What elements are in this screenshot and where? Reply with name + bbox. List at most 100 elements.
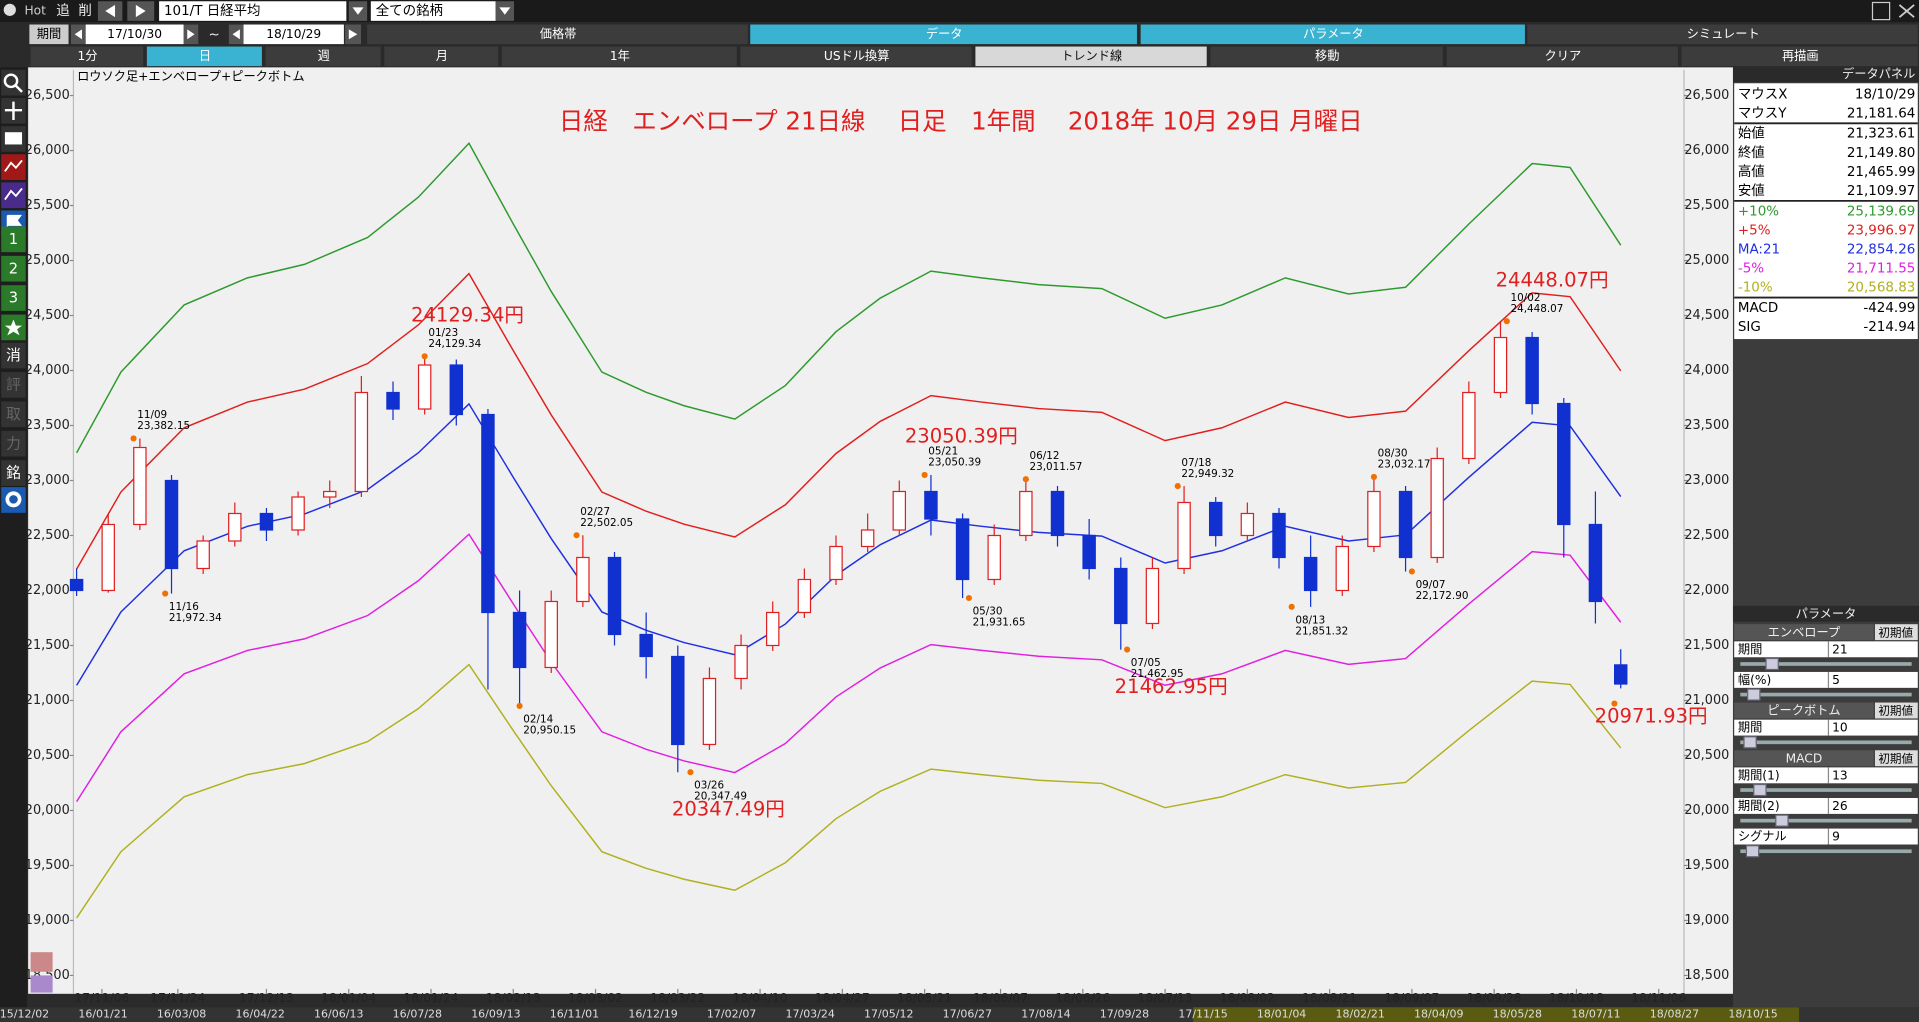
tool-button[interactable] (1, 255, 26, 282)
candle-body (544, 600, 558, 669)
tool-button[interactable] (1, 430, 26, 457)
candle-body (386, 391, 400, 410)
tool-button[interactable] (1, 154, 26, 180)
y-tick-label: 21,500 (1684, 638, 1729, 653)
param-value: 10 (1832, 721, 1848, 735)
plus-icon (4, 101, 23, 120)
data-value: 21,149.80 (1847, 146, 1915, 161)
param-value: 26 (1832, 799, 1848, 813)
y-tick-label: 21,000 (25, 693, 70, 708)
candle-body (323, 490, 337, 498)
window-button[interactable] (1871, 1, 1891, 21)
candle-body (196, 540, 210, 570)
mode-label: 1年 (610, 49, 630, 63)
slider-thumb[interactable] (1775, 814, 1789, 827)
mode-button[interactable] (384, 46, 499, 67)
tool-button[interactable] (1, 487, 26, 513)
tab[interactable] (1140, 24, 1525, 45)
mode-label: 月 (436, 49, 448, 63)
slider-track[interactable] (1740, 662, 1912, 666)
group-name: MACD (1786, 751, 1823, 765)
date-box[interactable] (85, 24, 184, 45)
reset-label: 初期値 (1878, 625, 1913, 639)
y-tick-label: 18,500 (1684, 968, 1729, 983)
tool-button[interactable] (1, 342, 26, 369)
candle-body (924, 490, 938, 520)
y-tick-label: 23,000 (1684, 473, 1729, 488)
mode-button[interactable] (740, 46, 972, 67)
mode-button[interactable] (501, 46, 737, 67)
y-tick-label: 22,000 (25, 583, 70, 598)
mode-button[interactable] (30, 46, 144, 67)
slider-track[interactable] (1740, 849, 1912, 854)
slider-thumb[interactable] (1753, 783, 1767, 797)
envelope-line (75, 141, 1622, 454)
data-label: 安値 (1738, 183, 1765, 199)
tool-button[interactable] (1, 372, 26, 398)
slider-track[interactable] (1740, 818, 1912, 823)
mode-label: 移動 (1315, 49, 1339, 63)
group-header (1734, 750, 1874, 767)
slider-thumb[interactable] (1743, 736, 1757, 749)
symbol-box[interactable] (159, 1, 347, 21)
tool-button[interactable] (1, 226, 26, 253)
date-box[interactable] (243, 24, 344, 45)
panel-title: データパネル (1842, 66, 1915, 81)
hot-label[interactable]: Hot (24, 4, 46, 18)
mode-button[interactable] (265, 46, 381, 67)
slider-track[interactable] (1740, 788, 1912, 792)
candle-body (829, 545, 843, 581)
candle-body (1557, 402, 1571, 526)
slider-track[interactable] (1740, 740, 1912, 745)
mode-button[interactable] (146, 46, 262, 67)
x-tick-label: 18/09/07 (1384, 991, 1439, 1005)
peak-marker (965, 594, 972, 602)
param-label: 幅(%) (1738, 672, 1771, 687)
scroller-range (1193, 1007, 1800, 1022)
data-value: 21,323.61 (1847, 127, 1915, 142)
candle-body (481, 413, 495, 614)
data-value: 23,996.97 (1847, 223, 1915, 238)
peak-value: 20,950.15 (523, 724, 576, 736)
tab[interactable] (1527, 24, 1918, 45)
close-icon[interactable] (1898, 4, 1915, 18)
period-sep: ~ (209, 27, 220, 42)
tool-button[interactable] (1, 182, 26, 209)
data-label: -5% (1738, 262, 1764, 277)
slider-thumb[interactable] (1747, 688, 1761, 701)
sidebar-label: 2 (9, 260, 18, 277)
slider-track[interactable] (1740, 692, 1912, 697)
y-tick-label: 25,000 (1684, 253, 1729, 268)
mode-button[interactable] (1210, 46, 1443, 67)
tab[interactable] (750, 24, 1137, 45)
reset-button[interactable] (1874, 702, 1918, 719)
tool-button[interactable] (1, 285, 26, 311)
mode-label: 再描画 (1782, 49, 1819, 63)
tool-button[interactable] (1, 401, 26, 428)
reset-button[interactable] (1874, 750, 1918, 767)
tool-button[interactable] (1, 460, 26, 486)
tab-label: データ (926, 26, 963, 41)
slider-thumb[interactable] (1745, 845, 1760, 858)
data-value: 21,109.97 (1847, 184, 1915, 199)
y-tick-label: 24,000 (25, 363, 70, 378)
slider-thumb[interactable] (1765, 657, 1779, 671)
mode-button[interactable] (975, 46, 1207, 67)
arrow (187, 29, 195, 40)
mode-button[interactable] (1681, 46, 1918, 67)
universe-box[interactable] (370, 1, 496, 21)
data-value: 18/10/29 (1855, 87, 1915, 102)
mode-label: 1分 (78, 49, 98, 63)
peak-marker (1408, 568, 1415, 575)
candle-body (1335, 545, 1350, 592)
reset-label: 初期値 (1878, 704, 1913, 718)
tab[interactable] (367, 24, 748, 45)
candle-body (607, 556, 622, 636)
reset-button[interactable] (1874, 624, 1918, 641)
candle-body (639, 633, 653, 658)
scroller-label: 17/08/14 (1021, 1008, 1070, 1021)
data-label: MACD (1738, 301, 1778, 316)
button[interactable]: 削 (78, 3, 91, 19)
button[interactable]: 追 (56, 3, 70, 19)
mode-button[interactable] (1446, 46, 1678, 67)
